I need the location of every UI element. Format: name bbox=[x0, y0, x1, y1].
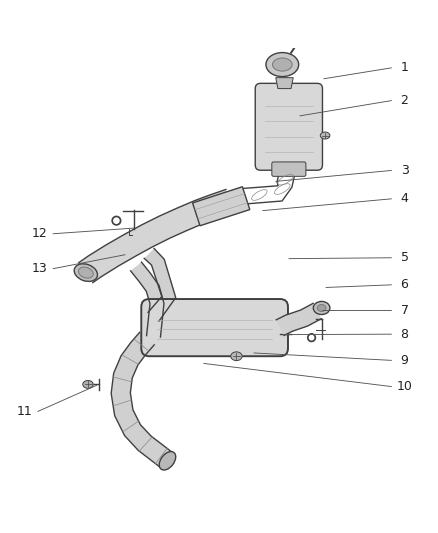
Text: 11: 11 bbox=[17, 405, 32, 418]
Ellipse shape bbox=[320, 132, 330, 139]
Text: 4: 4 bbox=[401, 192, 409, 205]
Ellipse shape bbox=[78, 267, 93, 278]
Text: 13: 13 bbox=[32, 262, 48, 275]
Text: 8: 8 bbox=[401, 328, 409, 341]
Text: 7: 7 bbox=[401, 304, 409, 317]
Polygon shape bbox=[144, 248, 176, 321]
Ellipse shape bbox=[266, 53, 299, 77]
Polygon shape bbox=[276, 78, 293, 88]
Polygon shape bbox=[79, 189, 234, 282]
Polygon shape bbox=[111, 332, 173, 469]
Text: 9: 9 bbox=[401, 354, 409, 367]
Polygon shape bbox=[276, 303, 321, 335]
Polygon shape bbox=[193, 187, 250, 226]
Circle shape bbox=[112, 216, 121, 225]
Circle shape bbox=[307, 334, 315, 342]
FancyBboxPatch shape bbox=[141, 299, 288, 356]
Text: 1: 1 bbox=[401, 61, 409, 74]
Ellipse shape bbox=[313, 302, 330, 314]
FancyBboxPatch shape bbox=[255, 83, 322, 170]
Circle shape bbox=[114, 218, 119, 223]
Text: 3: 3 bbox=[401, 164, 409, 177]
Ellipse shape bbox=[272, 58, 292, 71]
Ellipse shape bbox=[317, 304, 326, 311]
Text: 10: 10 bbox=[397, 380, 413, 393]
FancyBboxPatch shape bbox=[272, 162, 306, 176]
Ellipse shape bbox=[231, 352, 242, 361]
Text: 5: 5 bbox=[401, 251, 409, 264]
Text: 2: 2 bbox=[401, 94, 409, 107]
Polygon shape bbox=[131, 262, 164, 337]
Text: 6: 6 bbox=[401, 278, 409, 292]
Ellipse shape bbox=[83, 381, 93, 389]
Ellipse shape bbox=[159, 451, 176, 470]
Ellipse shape bbox=[74, 264, 98, 281]
Circle shape bbox=[309, 335, 314, 340]
Text: 12: 12 bbox=[32, 227, 48, 240]
